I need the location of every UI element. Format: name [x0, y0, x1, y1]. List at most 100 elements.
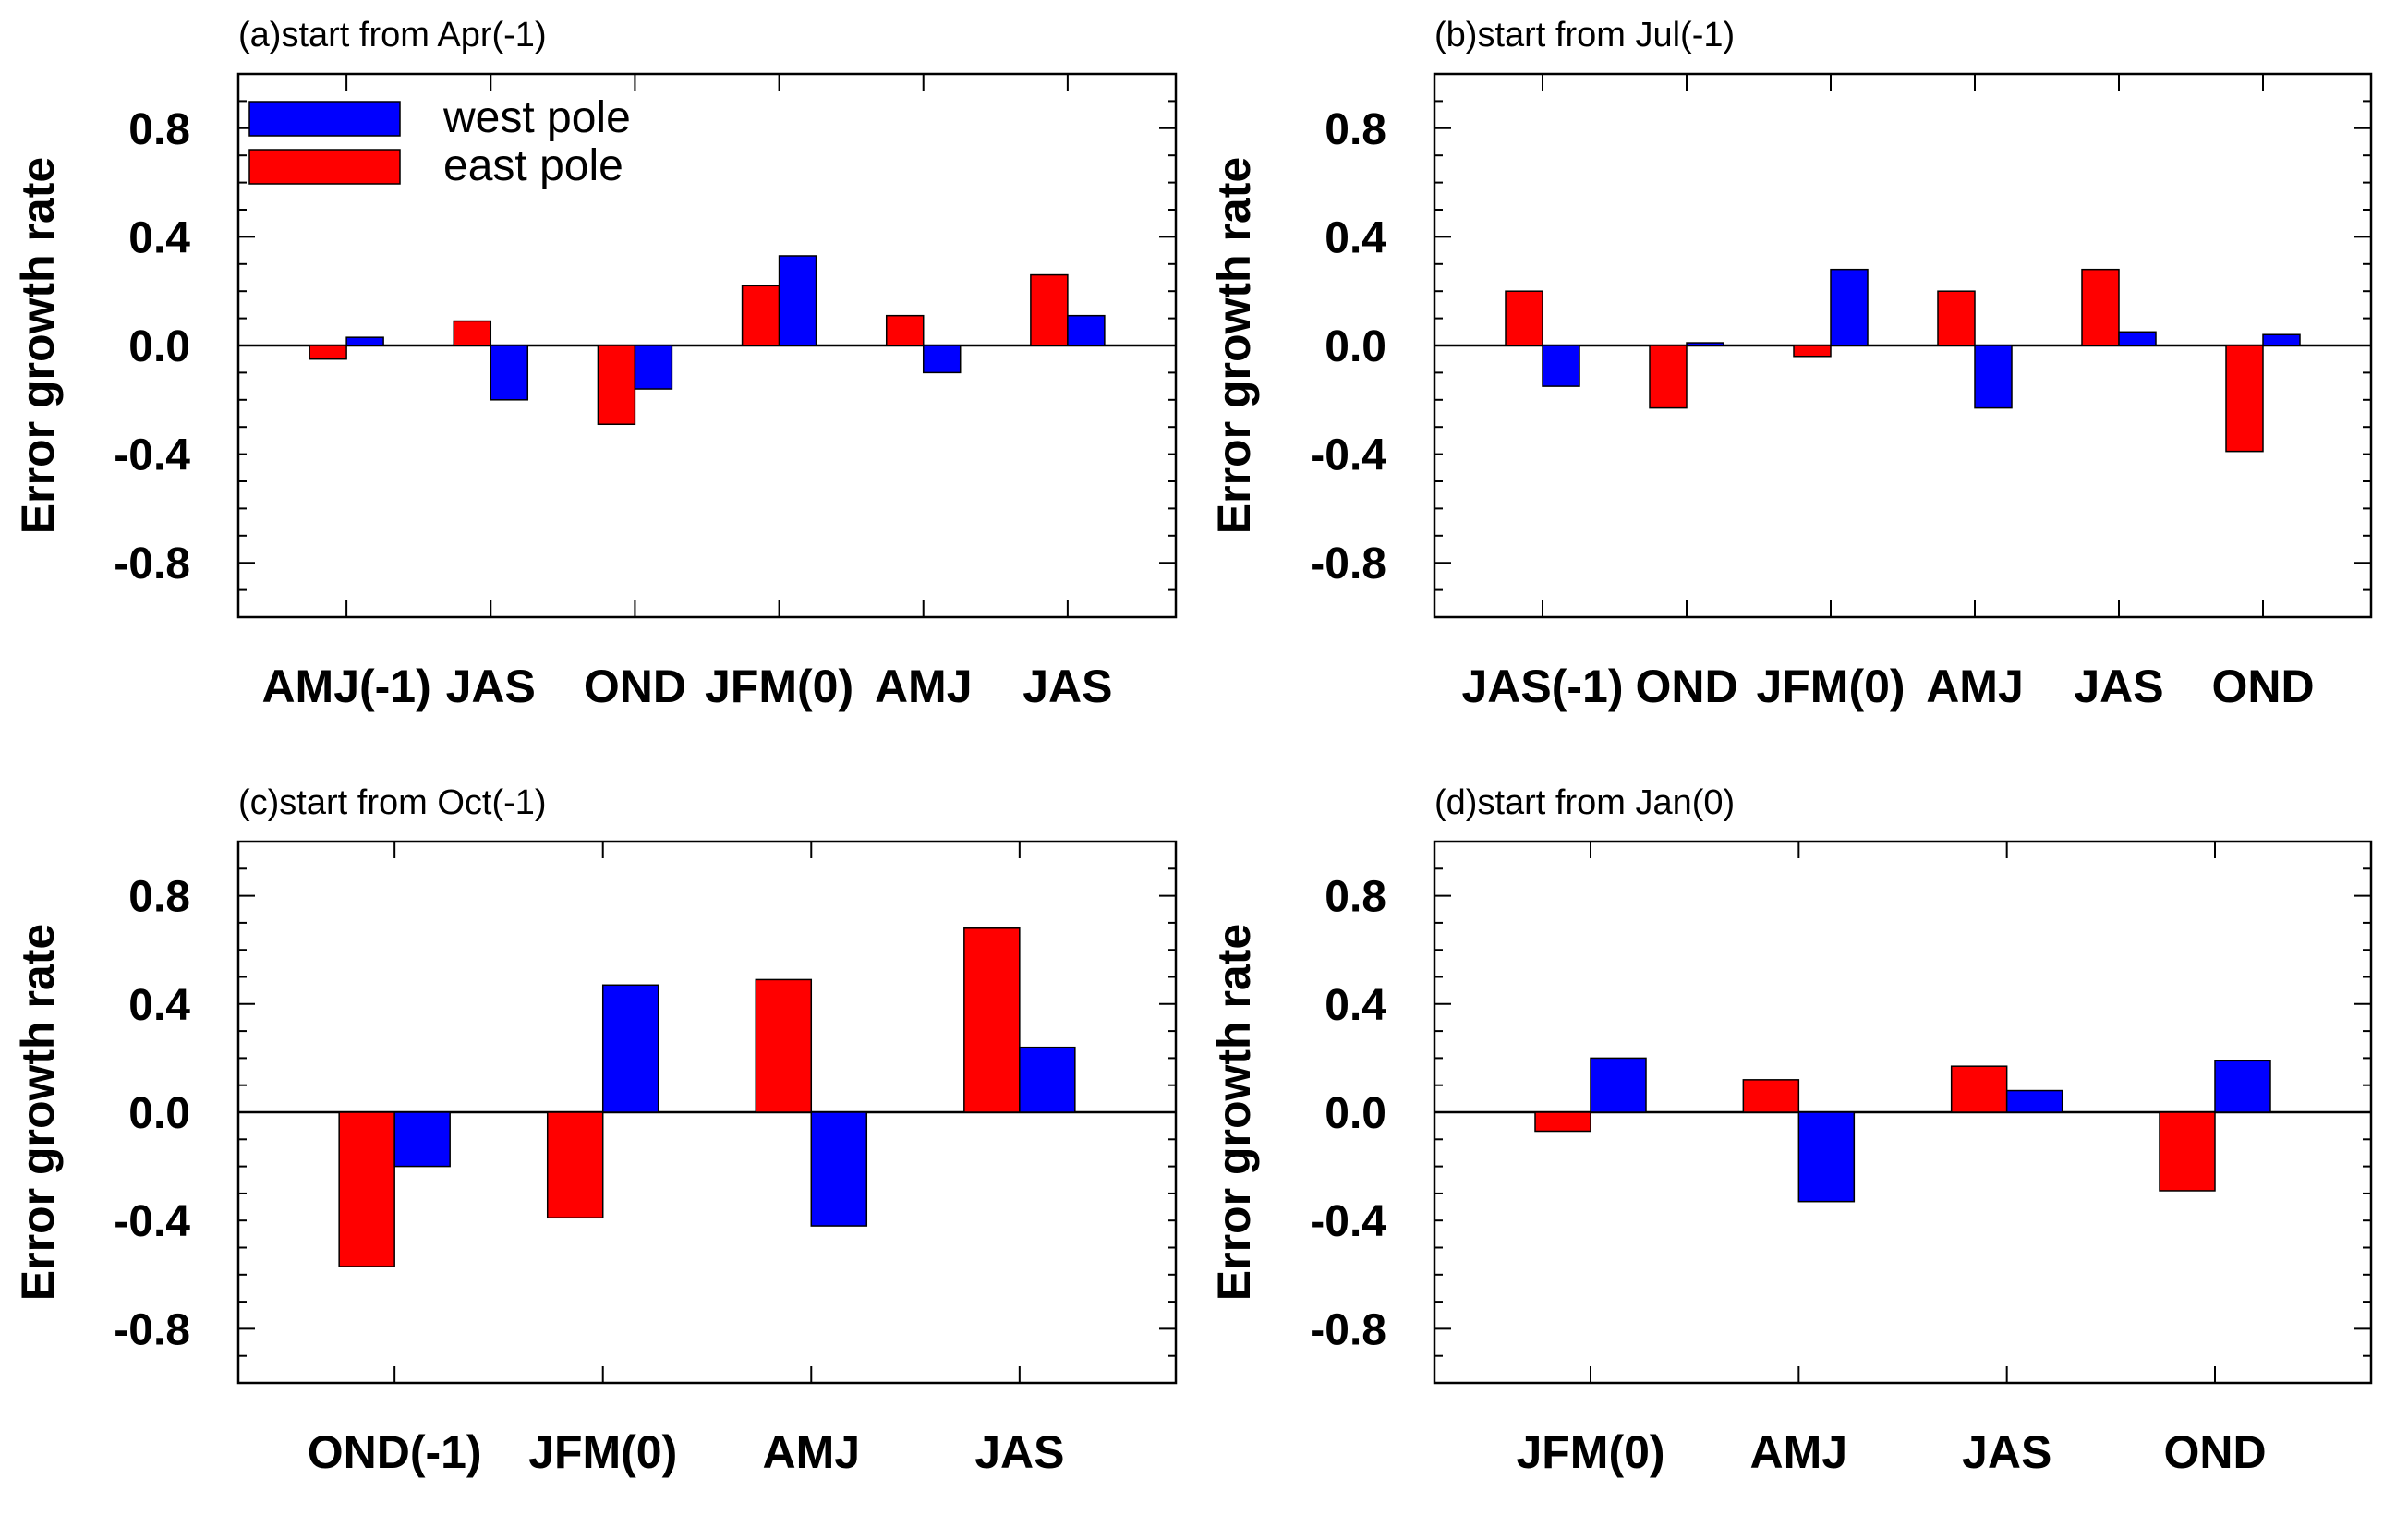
bar-east-pole-5	[1030, 273, 1069, 346]
bar-east-pole-4	[2081, 268, 2120, 346]
bar-east-pole-2	[755, 978, 813, 1113]
xtick-label: JFM(0)	[1516, 1426, 1664, 1478]
xtick-label: JFM(0)	[705, 661, 853, 712]
ytick-label: 0.8	[1325, 105, 1386, 154]
bar-west-pole-0	[345, 336, 384, 346]
y-axis-label: Error growth rate	[1208, 157, 1260, 534]
ytick-label: 0.4	[128, 213, 190, 262]
bar-east-pole-3	[963, 927, 1021, 1113]
bar-east-pole-3	[741, 285, 780, 346]
ytick-label: 0.0	[1325, 1089, 1386, 1138]
y-axis-label: Error growth rate	[12, 157, 64, 534]
bar-west-pole-3	[1974, 345, 2013, 409]
ytick-label: 0.4	[1325, 981, 1386, 1030]
panel-title: (d)start from Jan(0)	[1434, 783, 1735, 822]
xtick-label: JAS	[1962, 1426, 2051, 1478]
xtick-label: AMJ(-1)	[261, 661, 430, 712]
ytick-label: -0.8	[1310, 1305, 1386, 1354]
xtick-label: JAS	[2074, 661, 2163, 712]
legend-label-east-pole: east pole	[443, 141, 623, 190]
bar-west-pole-5	[1067, 314, 1106, 346]
plot-frame	[1433, 72, 2373, 619]
bar-west-pole-1	[1797, 1111, 1856, 1203]
bar-east-pole-3	[1937, 290, 1976, 346]
bar-east-pole-0	[1505, 290, 1543, 346]
xtick-label: OND	[2211, 661, 2314, 712]
bar-east-pole-1	[546, 1111, 604, 1219]
ytick-label: 0.8	[128, 105, 190, 154]
bar-east-pole-0	[338, 1111, 395, 1267]
ytick-label: -0.4	[114, 1197, 190, 1246]
xtick-label: OND(-1)	[308, 1426, 482, 1478]
bar-west-pole-3	[1019, 1046, 1076, 1113]
ytick-label: 0.4	[1325, 213, 1386, 262]
bar-east-pole-2	[1950, 1065, 2008, 1113]
panel-a: AMJ(-1) JAS OND JFM(0) AMJ JAS 0.8 0.4 0.0 -0.4 -0…	[12, 16, 1178, 712]
legend-swatch-west-pole	[248, 101, 401, 137]
xtick-label: JFM(0)	[1756, 661, 1905, 712]
ytick-label: 0.4	[128, 981, 190, 1030]
y-axis-label: Error growth rate	[1208, 924, 1260, 1301]
bar-west-pole-0	[1542, 345, 1580, 387]
panel-title: (b)start from Jul(-1)	[1434, 16, 1735, 55]
panel-title: (a)start from Apr(-1)	[238, 16, 547, 55]
bar-east-pole-0	[1534, 1111, 1591, 1133]
xtick-label: AMJ	[1926, 661, 2024, 712]
xtick-label: AMJ	[1750, 1426, 1848, 1478]
xtick-label: JAS	[446, 661, 536, 712]
ytick-label: 0.8	[128, 873, 190, 922]
bar-east-pole-1	[453, 320, 492, 346]
ytick-label: -0.8	[114, 539, 190, 588]
panel-d: JFM(0) AMJ JAS OND 0.8 0.4 0.0 -0.4 -0.8 (d)start…	[1208, 783, 2373, 1478]
bar-east-pole-0	[309, 345, 347, 360]
xtick-label: JAS	[1022, 661, 1112, 712]
ytick-label: 0.8	[1325, 873, 1386, 922]
panel-c: OND(-1) JFM(0) AMJ JAS 0.8 0.4 0.0 -0.4 -0.8 (c)s…	[12, 783, 1178, 1478]
ytick-label: 0.0	[1325, 322, 1386, 371]
plot-frame	[236, 840, 1178, 1385]
xtick-label: JAS(-1)	[1461, 661, 1623, 712]
panel-title: (c)start from Oct(-1)	[238, 783, 547, 822]
xtick-label: AMJ	[875, 661, 973, 712]
xtick-label: OND	[584, 661, 686, 712]
bar-west-pole-1	[1686, 342, 1724, 346]
y-axis-label: Error growth rate	[12, 924, 64, 1301]
ytick-label: -0.8	[114, 1305, 190, 1354]
ytick-label: 0.0	[128, 1089, 190, 1138]
bar-west-pole-1	[490, 345, 529, 401]
bar-east-pole-1	[1742, 1079, 1800, 1113]
bar-east-pole-1	[1649, 345, 1688, 409]
ytick-label: -0.4	[1310, 1197, 1386, 1246]
xtick-label: OND	[2163, 1426, 2266, 1478]
bar-west-pole-2	[634, 345, 673, 390]
bar-east-pole-5	[2225, 345, 2264, 453]
bar-west-pole-2	[1830, 268, 1869, 346]
bar-east-pole-3	[2159, 1111, 2216, 1192]
plot-frame	[236, 72, 1178, 619]
legend-swatch-east-pole	[248, 149, 401, 185]
bar-west-pole-3	[778, 255, 817, 346]
bar-west-pole-1	[601, 984, 659, 1113]
bar-west-pole-0	[393, 1111, 451, 1168]
ytick-label: 0.0	[128, 322, 190, 371]
bar-west-pole-5	[2262, 333, 2301, 346]
bar-west-pole-0	[1590, 1057, 1647, 1113]
bar-west-pole-4	[922, 345, 962, 374]
plot-frame	[1433, 840, 2373, 1385]
bar-west-pole-3	[2214, 1060, 2271, 1113]
xtick-label: JFM(0)	[528, 1426, 677, 1478]
ytick-label: -0.4	[1310, 431, 1386, 480]
legend-label-west-pole: west pole	[442, 93, 631, 142]
bar-east-pole-4	[885, 314, 925, 346]
xtick-label: JAS	[974, 1426, 1064, 1478]
bar-east-pole-2	[597, 345, 636, 426]
ytick-label: -0.4	[114, 431, 190, 480]
bar-west-pole-4	[2118, 331, 2157, 346]
bar-west-pole-2	[810, 1111, 868, 1227]
bar-west-pole-2	[2005, 1089, 2063, 1113]
ytick-label: -0.8	[1310, 539, 1386, 588]
bar-east-pole-2	[1793, 345, 1832, 358]
xtick-label: OND	[1635, 661, 1737, 712]
